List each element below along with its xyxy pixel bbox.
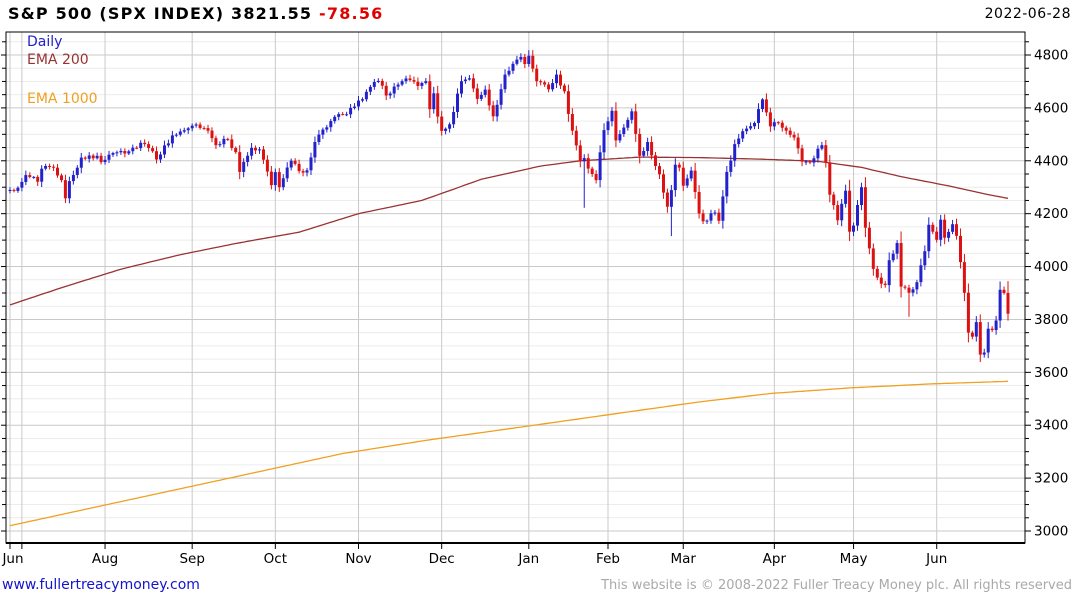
svg-text:Mar: Mar [671, 551, 697, 567]
legend-item-ema-1000: EMA 1000 [27, 91, 98, 107]
svg-text:Nov: Nov [345, 551, 371, 567]
svg-text:4000: 4000 [1034, 259, 1068, 275]
svg-text:Dec: Dec [429, 551, 455, 567]
svg-text:3800: 3800 [1034, 312, 1068, 328]
chart-title-main: S&P 500 (SPX INDEX) 3821.55 [8, 4, 313, 23]
svg-text:3600: 3600 [1034, 365, 1068, 381]
legend-item-ema-200: EMA 200 [27, 52, 89, 68]
svg-text:3000: 3000 [1034, 524, 1068, 540]
chart-title: S&P 500 (SPX INDEX) 3821.55 -78.56 [8, 4, 384, 23]
svg-text:Feb: Feb [596, 551, 620, 567]
svg-text:Aug: Aug [92, 551, 118, 567]
svg-text:3400: 3400 [1034, 418, 1068, 434]
footer-website-link[interactable]: www.fullertreacymoney.com [2, 577, 200, 593]
svg-text:Apr: Apr [763, 551, 787, 567]
svg-text:4400: 4400 [1034, 153, 1068, 169]
svg-text:4200: 4200 [1034, 206, 1068, 222]
svg-text:Jan: Jan [517, 551, 539, 567]
svg-text:Jun: Jun [1, 551, 23, 567]
svg-text:May: May [840, 551, 868, 567]
svg-text:Sep: Sep [179, 551, 204, 567]
svg-text:4600: 4600 [1034, 100, 1068, 116]
legend-item-daily: Daily [27, 34, 63, 50]
svg-text:Oct: Oct [264, 551, 287, 567]
svg-text:3200: 3200 [1034, 471, 1068, 487]
footer-copyright: This website is © 2008-2022 Fuller Treac… [601, 578, 1072, 593]
svg-text:4800: 4800 [1034, 48, 1068, 64]
chart-change-value: -78.56 [319, 4, 384, 23]
svg-text:Jun: Jun [925, 551, 947, 567]
chart-date: 2022-06-28 [984, 6, 1071, 22]
